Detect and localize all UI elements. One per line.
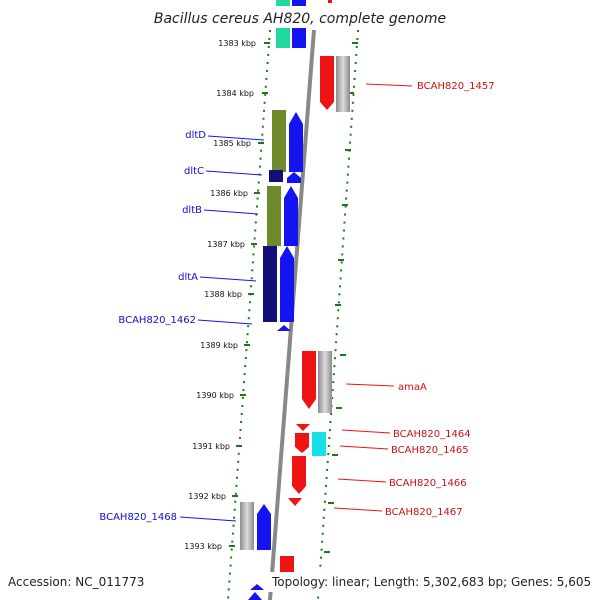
- label-bcah820-1465[interactable]: BCAH820_1465: [391, 445, 469, 456]
- tick-label-1384: 1384 kbp: [216, 89, 254, 98]
- connector-1465: [339, 445, 389, 450]
- gene-bcah820-1467: [288, 498, 302, 506]
- genome-summary-text: Topology: linear; Length: 5,302,683 bp; …: [271, 575, 591, 589]
- label-dltd[interactable]: dltD: [185, 130, 206, 141]
- tick-label-1389: 1389 kbp: [200, 341, 238, 350]
- map-title: Bacillus cereus AH820, complete genome: [154, 11, 446, 27]
- gene-bcah820-1464: [296, 424, 310, 431]
- gene-bcah820-1468: [257, 504, 271, 550]
- gene-amaa-grey: [318, 351, 332, 413]
- gene-dltd-olive: [272, 110, 286, 172]
- gene-amaa: [302, 351, 316, 409]
- footer-right-background: [268, 572, 596, 592]
- gene-blue-bottom-1: [250, 584, 264, 590]
- connector-amaa: [345, 383, 395, 387]
- connector-1457: [365, 83, 413, 87]
- connector-1464: [341, 429, 391, 434]
- label-dlta[interactable]: dltA: [178, 272, 198, 283]
- gene-grey-1457: [336, 56, 350, 112]
- tick-label-1386: 1386 kbp: [210, 189, 248, 198]
- gene-dltc-arrow: [287, 172, 301, 183]
- label-bcah820-1466[interactable]: BCAH820_1466: [389, 478, 467, 489]
- label-dltb[interactable]: dltB: [182, 205, 202, 216]
- gene-dlta-navy: [263, 246, 277, 322]
- label-bcah820-1468[interactable]: BCAH820_1468: [99, 512, 177, 523]
- gene-blue-bottom-2: [248, 592, 262, 600]
- gene-dltd-arrow: [289, 112, 303, 172]
- gene-bcah820-1464b: [295, 433, 309, 453]
- gene-bcah820-1468-grey: [240, 502, 254, 550]
- label-dltc[interactable]: dltC: [184, 166, 204, 177]
- connector-1462: [197, 319, 253, 325]
- tick-label-1390: 1390 kbp: [196, 391, 234, 400]
- gene-red-top-edge: [328, 0, 332, 3]
- kbp-ruler: 1383 kbp 1384 kbp 1385 kbp 1386 kbp 1387…: [184, 39, 358, 553]
- gene-bcah820-1466: [292, 456, 306, 494]
- label-bcah820-1464[interactable]: BCAH820_1464: [393, 429, 471, 440]
- tick-label-1392: 1392 kbp: [188, 492, 226, 501]
- tick-label-1393: 1393 kbp: [184, 542, 222, 551]
- tick-label-1385: 1385 kbp: [213, 139, 251, 148]
- tick-label-1383: 1383 kbp: [218, 39, 256, 48]
- gene-bcah820-1465: [312, 432, 326, 456]
- connector-1468: [179, 516, 237, 522]
- gene-dlta-arrow: [280, 246, 294, 322]
- footer-left-background: [4, 572, 154, 592]
- title-background: [150, 6, 450, 28]
- connector-1466: [337, 478, 387, 483]
- gene-dltc-navy: [269, 170, 283, 182]
- ruler-dotted-right: [317, 29, 359, 600]
- connector-dltd: [207, 135, 265, 141]
- accession-text: Accession: NC_011773: [8, 575, 144, 589]
- label-amaa[interactable]: amaA: [398, 382, 427, 393]
- tick-label-1391: 1391 kbp: [192, 442, 230, 451]
- tick-label-1387: 1387 kbp: [207, 240, 245, 249]
- label-bcah820-1457[interactable]: BCAH820_1457: [417, 81, 495, 92]
- connector-1467: [333, 507, 383, 512]
- connector-dltc: [205, 170, 263, 176]
- label-bcah820-1462[interactable]: BCAH820_1462: [118, 315, 196, 326]
- gene-dltb-olive: [267, 186, 281, 246]
- connector-dltb: [203, 209, 259, 215]
- label-bcah820-1467[interactable]: BCAH820_1467: [385, 507, 463, 518]
- gene-dltb-arrow: [284, 186, 298, 246]
- tick-label-1388: 1388 kbp: [204, 290, 242, 299]
- connector-dlta: [199, 276, 257, 282]
- label-connectors: [179, 83, 413, 522]
- gene-bcah820-1457: [320, 56, 334, 110]
- gene-bcah820-1462: [277, 325, 291, 331]
